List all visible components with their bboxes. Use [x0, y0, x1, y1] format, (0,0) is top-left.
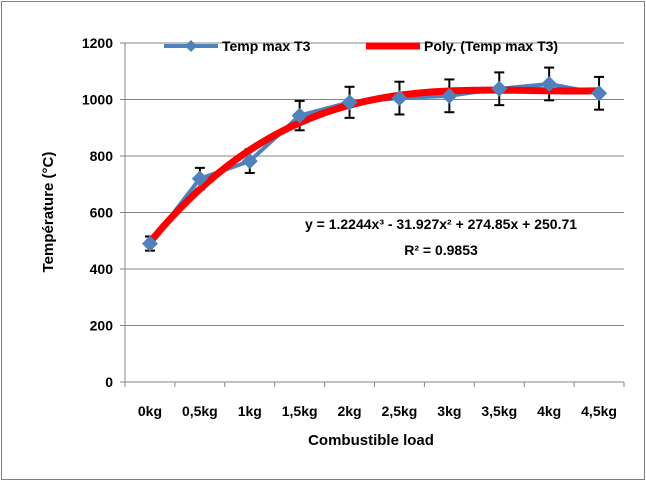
trendline-layer: [146, 86, 603, 246]
x-tick-label: 0kg: [138, 403, 162, 419]
y-tick-labels: 0 200 400 600 800 1000 1200: [82, 35, 113, 390]
y-tick-label: 800: [90, 148, 114, 164]
data-point-marker: [441, 87, 458, 104]
x-tick-label: 2kg: [337, 403, 361, 419]
data-point-marker: [191, 170, 208, 187]
data-point-marker: [341, 94, 358, 111]
legend: Temp max T3 Poly. (Temp max T3): [164, 38, 558, 54]
data-point-marker: [291, 107, 308, 124]
y-tick-label: 600: [90, 205, 114, 221]
x-tick-label: 1,5kg: [282, 403, 318, 419]
trendline-poly: [146, 86, 603, 246]
y-tick-label: 200: [90, 318, 114, 334]
data-point-marker: [591, 85, 608, 102]
trendline-equation: y = 1.2244x³ - 31.927x² + 274.85x + 250.…: [305, 216, 577, 232]
x-tick-labels: 0kg 0,5kg 1kg 1,5kg 2kg 2,5kg 3kg 3,5kg 4kg 4,5kg: [138, 403, 617, 419]
x-tick-label: 3kg: [437, 403, 461, 419]
x-tick-label: 4kg: [537, 403, 561, 419]
marker-layer: [141, 75, 608, 252]
r-squared-label: R² = 0.9853: [404, 242, 478, 258]
y-tick-label: 0: [105, 374, 113, 390]
x-axis-title: Combustible load: [308, 432, 434, 449]
x-tick-label: 4,5kg: [581, 403, 617, 419]
y-tick-label: 1200: [82, 35, 113, 51]
x-tick-label: 2,5kg: [382, 403, 418, 419]
y-tick-label: 1000: [82, 92, 113, 108]
y-axis-title: Température (°C): [40, 152, 57, 273]
y-tick-label: 400: [90, 261, 114, 277]
legend-series-marker: [185, 40, 197, 52]
x-tick-label: 0,5kg: [182, 403, 218, 419]
x-tick-label: 3,5kg: [481, 403, 517, 419]
legend-series-label: Temp max T3: [222, 38, 311, 54]
data-point-marker: [491, 80, 508, 97]
data-point-marker: [391, 90, 408, 107]
data-point-marker: [241, 153, 258, 170]
data-point-marker: [541, 75, 558, 92]
legend-trend-label: Poly. (Temp max T3): [424, 38, 558, 54]
x-tick-label: 1kg: [238, 403, 262, 419]
axis-layer: [120, 42, 625, 387]
data-point-marker: [141, 235, 158, 252]
